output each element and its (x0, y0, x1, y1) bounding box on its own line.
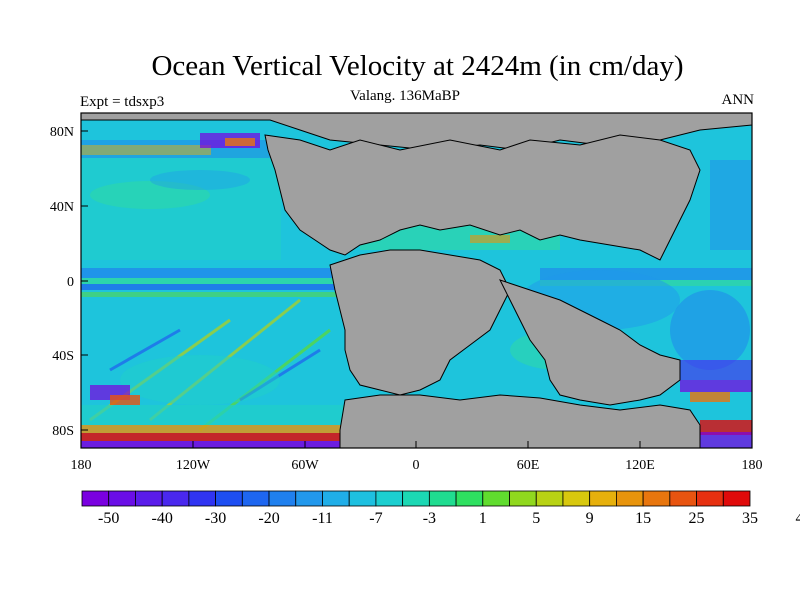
colorbar-swatch (348, 490, 377, 507)
colorbar-swatch (108, 490, 136, 507)
colorbar-swatch (241, 490, 270, 507)
colorbar-label: 15 (635, 510, 651, 527)
colorbar-swatch (562, 490, 591, 507)
x-tick-label: 180 (71, 458, 92, 473)
colorbar-label: 9 (586, 510, 594, 527)
map-panel (81, 113, 752, 448)
land-masses (81, 113, 752, 448)
colorbar-swatch (722, 490, 751, 507)
x-tick-label: 120E (625, 458, 655, 473)
x-tick-label: 60E (517, 458, 540, 473)
x-tick-label: 120W (176, 458, 211, 473)
experiment-label: Expt = tdsxp3 (80, 94, 165, 110)
y-tick-label: 80N (50, 125, 74, 140)
colorbar-swatch (215, 490, 243, 507)
plot-title: Ocean Vertical Velocity at 2424m (in cm/… (151, 50, 684, 82)
colorbar-label: -20 (258, 510, 279, 527)
colorbar-label: 1 (479, 510, 487, 527)
y-tick-label: 40N (50, 200, 74, 215)
colorbar-label: -50 (98, 510, 119, 527)
colorbar-swatch (535, 490, 564, 507)
plot-subtitle: Valang. 136MaBP (350, 88, 460, 104)
colorbar-swatch (375, 490, 404, 507)
colorbar-swatch (161, 490, 190, 507)
colorbar-swatch (589, 490, 617, 507)
colorbar-label: 25 (689, 510, 705, 527)
colorbar-label: 45 (795, 510, 800, 527)
colorbar-swatch (428, 490, 457, 507)
x-tick-label: 180 (742, 458, 763, 473)
x-axis-labels: 180 120W 60W 0 60E 120E 180 (71, 458, 763, 473)
y-axis-labels: 80N 40N 0 40S 80S (50, 125, 74, 439)
x-tick-label: 0 (413, 458, 420, 473)
season-label: ANN (721, 92, 755, 108)
colorbar (81, 490, 751, 507)
y-tick-label: 80S (52, 424, 74, 439)
colorbar-swatch (455, 490, 484, 507)
colorbar-swatch (135, 490, 163, 507)
colorbar-swatch (509, 490, 537, 507)
colorbar-swatch (322, 490, 350, 507)
colorbar-labels: -50-40-30-20-11-7-315915253545 (98, 510, 800, 527)
colorbar-label: -7 (369, 510, 382, 527)
colorbar-label: 35 (742, 510, 758, 527)
axis-ticks (80, 130, 753, 448)
colorbar-swatch (402, 490, 430, 507)
colorbar-swatch (81, 490, 110, 507)
y-tick-label: 0 (67, 275, 74, 290)
colorbar-label: 5 (532, 510, 540, 527)
colorbar-swatch (482, 490, 510, 507)
colorbar-label: -30 (205, 510, 226, 527)
colorbar-swatch (268, 490, 297, 507)
colorbar-swatch (188, 490, 217, 507)
x-tick-label: 60W (291, 458, 319, 473)
y-tick-label: 40S (52, 349, 74, 364)
colorbar-swatch (696, 490, 724, 507)
colorbar-swatch (642, 490, 671, 507)
colorbar-label: -3 (423, 510, 436, 527)
colorbar-swatch (669, 490, 697, 507)
colorbar-swatch (295, 490, 323, 507)
colorbar-label: -40 (151, 510, 172, 527)
colorbar-swatch (616, 490, 644, 507)
colorbar-label: -11 (312, 510, 333, 527)
